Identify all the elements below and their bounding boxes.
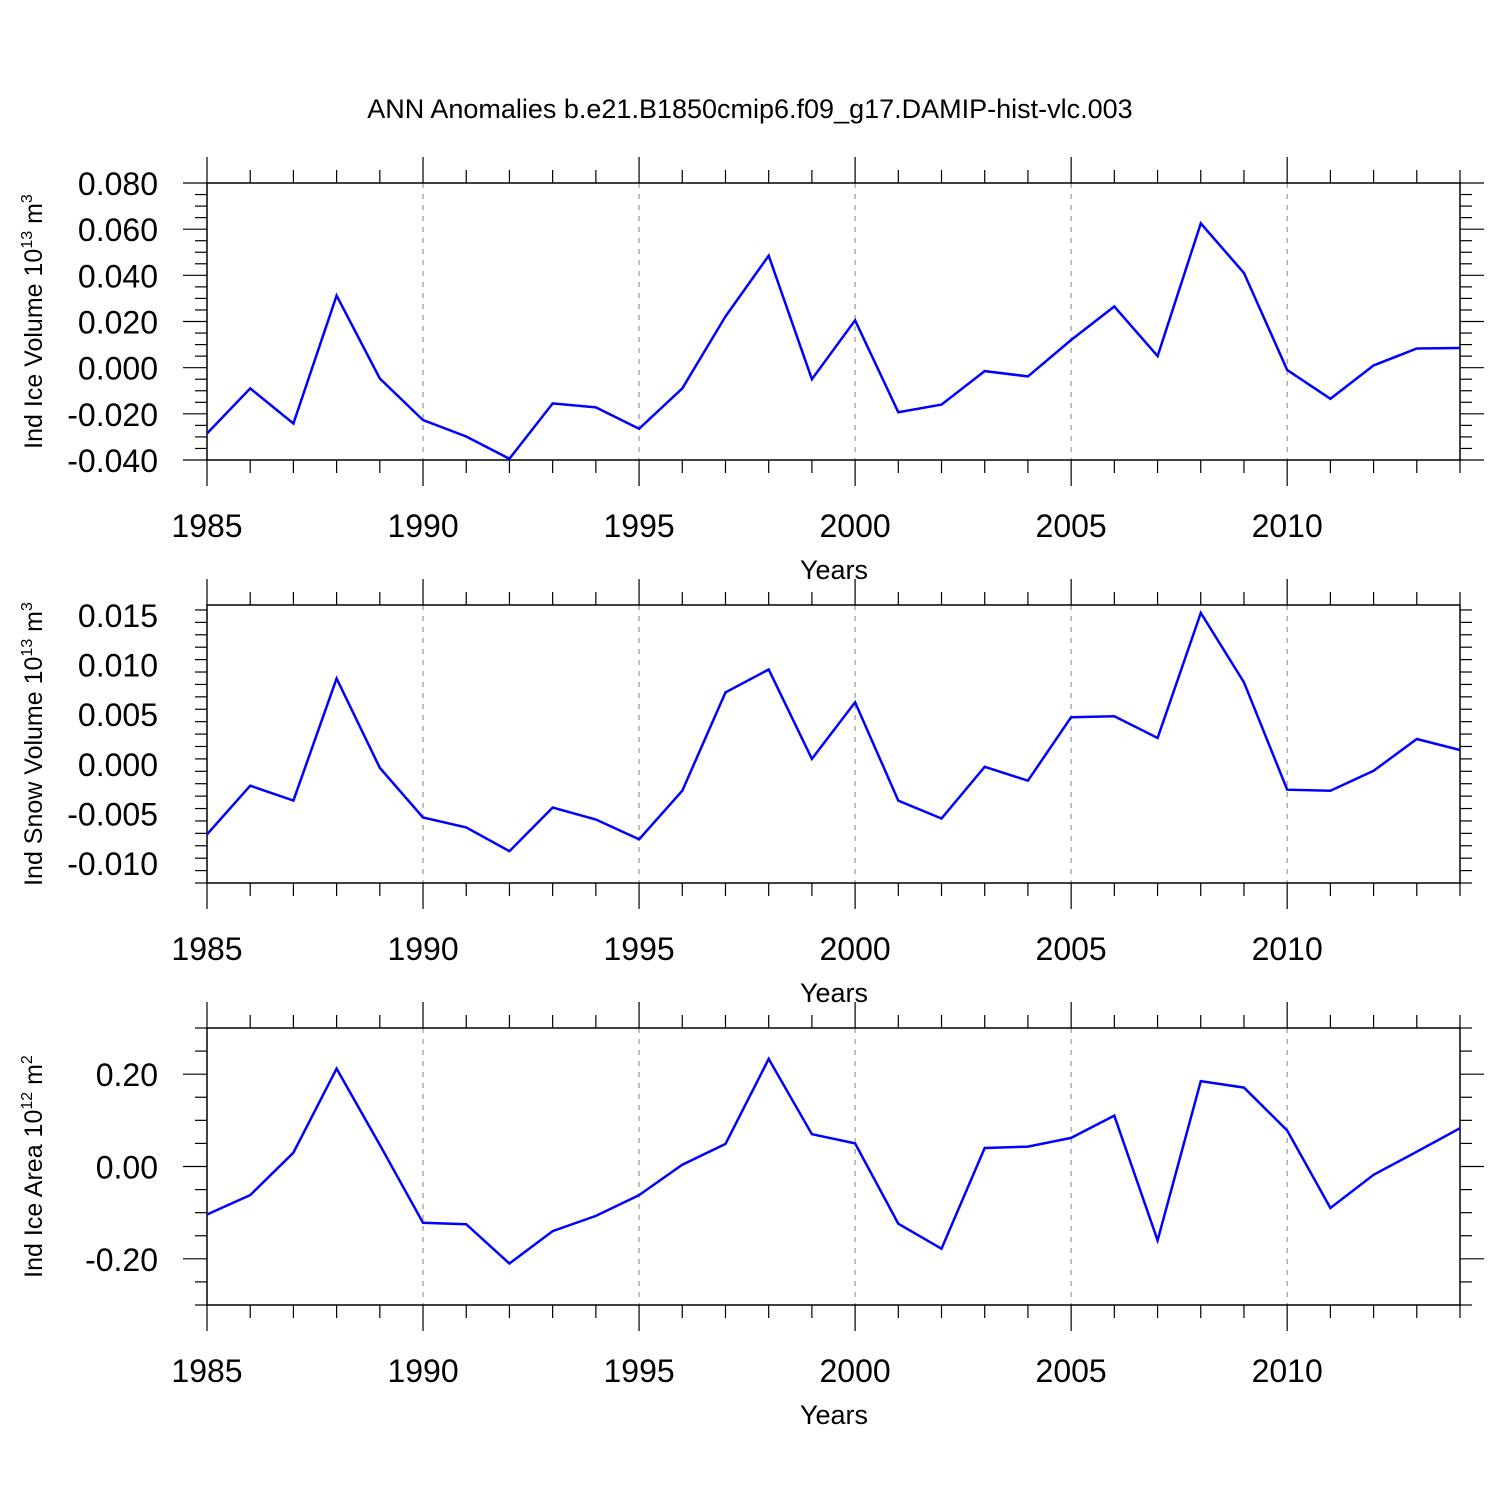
x-tick-label: 2010 <box>1252 1353 1323 1389</box>
y-tick-label: 0.005 <box>78 697 158 733</box>
y-tick-label: -0.040 <box>67 443 158 479</box>
x-tick-label: 1985 <box>171 1353 242 1389</box>
y-tick-label: 0.000 <box>78 747 158 783</box>
x-tick-label: 1995 <box>603 931 674 967</box>
y-tick-label: 0.020 <box>78 305 158 341</box>
x-axis-label: Years <box>800 555 868 585</box>
x-tick-label: 1985 <box>171 508 242 544</box>
y-tick-label: -0.010 <box>67 846 158 882</box>
y-tick-label: -0.020 <box>67 397 158 433</box>
x-tick-label: 1995 <box>603 508 674 544</box>
plot-frame <box>206 604 1461 884</box>
x-tick-label: 2005 <box>1036 931 1107 967</box>
y-tick-label: 0.000 <box>78 351 158 387</box>
x-tick-label: 1990 <box>387 931 458 967</box>
series-line <box>206 1056 1461 1266</box>
x-tick-label: 2000 <box>820 508 891 544</box>
x-tick-label: 2000 <box>820 1353 891 1389</box>
y-tick-label: 0.040 <box>78 258 158 294</box>
x-tick-label: 2005 <box>1036 1353 1107 1389</box>
y-axis-label: Ind Snow Volume 1013 m3 <box>19 602 48 886</box>
x-tick-label: 1990 <box>387 1353 458 1389</box>
y-tick-label: 0.00 <box>96 1150 158 1186</box>
x-axis-label: Years <box>800 978 868 1008</box>
y-tick-label: 0.015 <box>78 598 158 634</box>
y-tick-label: 0.080 <box>78 166 158 202</box>
x-axis-label: Years <box>800 1400 868 1430</box>
chart-title: ANN Anomalies b.e21.B1850cmip6.f09_g17.D… <box>367 94 1132 124</box>
x-tick-label: 1995 <box>603 1353 674 1389</box>
x-tick-label: 2010 <box>1252 508 1323 544</box>
y-tick-label: 0.060 <box>78 212 158 248</box>
series-line <box>206 220 1461 461</box>
chart-panel-3: 1985 1990 1995 2000 2005 2010 Years 0.20 0.00 -0.… <box>19 1002 1484 1430</box>
y-tick-label: 0.010 <box>78 648 158 684</box>
y-tick-label: -0.005 <box>67 797 158 833</box>
y-axis-label: Ind Ice Volume 1013 m3 <box>19 194 48 449</box>
x-tick-label: 2005 <box>1036 508 1107 544</box>
chart-panel-1: 1985 1990 1995 2000 2005 2010 Years 0.080 0.060 0… <box>19 157 1484 585</box>
x-tick-label: 2000 <box>820 931 891 967</box>
x-tick-label: 2010 <box>1252 931 1323 967</box>
plot-frame <box>206 182 1461 461</box>
chart-panel-2: 1985 1990 1995 2000 2005 2010 Years 0.015 0.010 0… <box>19 579 1472 1008</box>
series-line <box>206 610 1461 853</box>
x-tick-label: 1985 <box>171 931 242 967</box>
y-axis-label: Ind Ice Area 1012 m2 <box>19 1055 48 1278</box>
y-tick-label: 0.20 <box>96 1057 158 1093</box>
x-tick-label: 1990 <box>387 508 458 544</box>
y-tick-label: -0.20 <box>85 1242 158 1278</box>
plot-frame <box>206 1027 1461 1306</box>
